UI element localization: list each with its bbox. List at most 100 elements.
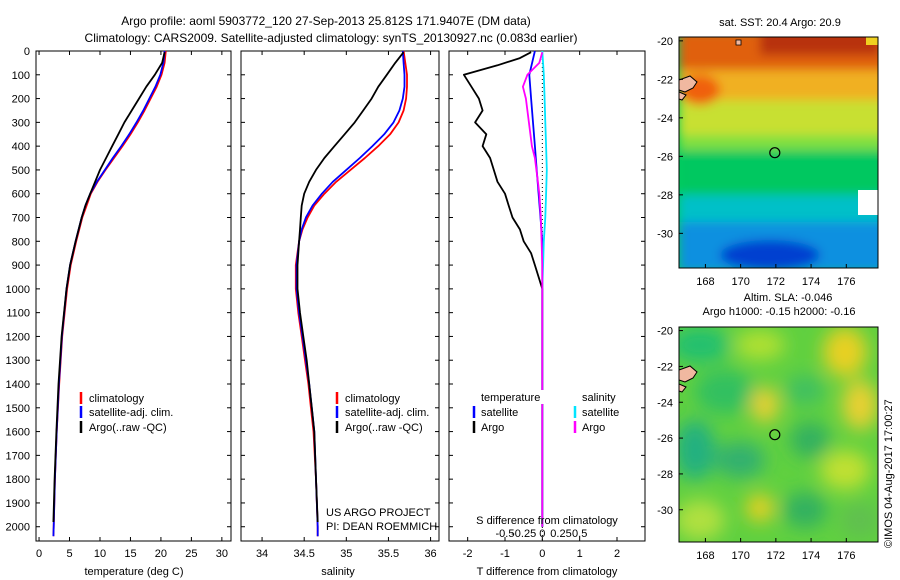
depth-tick-label: 100 xyxy=(12,70,30,82)
x-tick-label: 34 xyxy=(256,548,268,560)
x-tick-label: 20 xyxy=(155,548,167,560)
x-tick-label: 30 xyxy=(216,548,228,560)
salinity-difference-label: S difference from climatology xyxy=(476,515,618,527)
difference-panel: -2 -1 0 1 2 -0.5-0.25 0 0.25 0.5 S difference f… xyxy=(448,50,646,578)
salinity-difference-axis: -0.5-0.25 0 0.25 0.5 xyxy=(496,528,588,540)
sla-map-frame xyxy=(678,326,879,543)
x-tick-label: 36 xyxy=(424,548,436,560)
depth-tick-label: 300 xyxy=(12,117,30,129)
map-lon-label: 168 xyxy=(696,550,714,562)
map-lat-label: -20 xyxy=(657,326,673,338)
legend-temperature-title: temperature xyxy=(481,392,540,404)
sst-map-frame xyxy=(678,36,879,269)
salinity-tick-label: -0.25 xyxy=(511,528,536,540)
sla-map-title-line1: Altim. SLA: -0.046 xyxy=(744,292,833,304)
float-position-marker xyxy=(769,147,781,159)
pi-annotation: PI: DEAN ROEMMICH xyxy=(326,521,437,533)
temperature-plot-area xyxy=(35,50,232,542)
salinity-x-axis: 34 34.5 35 35.5 36 xyxy=(256,51,437,560)
salinity-tick-label: 0 xyxy=(539,528,545,540)
map-lon-label: 174 xyxy=(802,276,820,288)
depth-tick-label: 800 xyxy=(12,236,30,248)
difference-depth-ticks xyxy=(449,50,645,528)
legend-temp-satellite-label: satellite xyxy=(481,407,518,419)
sst-map-panel: sat. SST: 20.4 Argo: 20.9 168 170 17 xyxy=(657,17,879,288)
depth-tick-label: 2000 xyxy=(6,522,30,534)
header-title-line1: Argo profile: aoml 5903772_120 27-Sep-20… xyxy=(121,14,531,28)
depth-tick-label: 600 xyxy=(12,189,30,201)
legend-argo-label: Argo(..raw -QC) xyxy=(345,422,423,434)
salinity-xlabel: salinity xyxy=(321,566,355,578)
temperature-series xyxy=(52,50,167,537)
sla-map-axes: 168 170 172 174 176 -20 -22 -24 -26 -28 -30 xyxy=(657,326,855,562)
sst-field xyxy=(679,37,878,268)
salinity-series xyxy=(294,50,408,537)
legend-satellite-label: satellite-adj. clim. xyxy=(345,407,429,419)
temperature-difference-label: T difference from climatology xyxy=(477,566,618,578)
island-outline xyxy=(735,39,742,46)
map-lon-label: 170 xyxy=(731,276,749,288)
x-tick-label: 35 xyxy=(340,548,352,560)
depth-tick-label: 200 xyxy=(12,94,30,106)
float-position-marker xyxy=(769,429,781,441)
legend-satellite-label: satellite-adj. clim. xyxy=(89,407,173,419)
x-tick-label: 34.5 xyxy=(293,548,314,560)
x-tick-label: 2 xyxy=(614,548,620,560)
x-tick-label: -2 xyxy=(463,548,473,560)
map-lat-label: -22 xyxy=(657,361,673,373)
temperature-x-axis: 0 5 10 15 20 25 30 xyxy=(36,51,228,560)
island-outline xyxy=(679,75,698,93)
map-lon-label: 176 xyxy=(837,550,855,562)
salinity-legend: climatology satellite-adj. clim. Argo(..… xyxy=(335,392,429,434)
sst-patch xyxy=(866,37,878,45)
sla-blobs xyxy=(679,327,878,540)
salinity-depth-ticks xyxy=(241,50,439,528)
map-lon-label: 170 xyxy=(731,550,749,562)
depth-tick-label: 1200 xyxy=(6,331,30,343)
difference-series xyxy=(462,50,548,541)
map-lat-label: -26 xyxy=(657,151,673,163)
x-tick-label: -1 xyxy=(500,548,510,560)
map-lat-label: -20 xyxy=(657,36,673,48)
island-outline xyxy=(679,365,698,383)
depth-tick-label: 1800 xyxy=(6,474,30,486)
depth-tick-label: 900 xyxy=(12,260,30,272)
x-tick-label: 15 xyxy=(124,548,136,560)
project-annotation: US ARGO PROJECT xyxy=(326,507,431,519)
sst-map-title: sat. SST: 20.4 Argo: 20.9 xyxy=(719,17,841,29)
sst-map-axes: 168 170 172 174 176 -20 -22 -24 -26 -28 -30 xyxy=(657,36,855,288)
map-lon-label: 168 xyxy=(696,276,714,288)
depth-tick-label: 1900 xyxy=(6,498,30,510)
sla-map-title-line2: Argo h1000: -0.15 h2000: -0.16 xyxy=(703,306,856,318)
temperature-panel: 0100200300400500600700800900100011001200… xyxy=(6,46,232,578)
difference-legend: temperature satellite Argo salinity sate… xyxy=(472,390,619,434)
map-lat-label: -22 xyxy=(657,74,673,86)
depth-tick-label: 1300 xyxy=(6,355,30,367)
island-outline xyxy=(679,383,687,393)
salinity-tick-label: 0.25 xyxy=(550,528,571,540)
legend-temp-argo-label: Argo xyxy=(481,422,504,434)
salinity-tick-label: -0.5 xyxy=(496,528,515,540)
series-line-argo-raw-qc- xyxy=(52,51,166,523)
depth-tick-label: 1100 xyxy=(6,308,30,320)
depth-tick-label: 700 xyxy=(12,213,30,225)
salinity-tick-label: 0.5 xyxy=(572,528,587,540)
map-lat-label: -28 xyxy=(657,469,673,481)
difference-plot-area xyxy=(448,50,646,542)
header-title-line2: Climatology: CARS2009. Satellite-adjuste… xyxy=(85,31,578,45)
sla-map-panel: Altim. SLA: -0.046 Argo h1000: -0.15 h20… xyxy=(657,292,879,562)
depth-tick-label: 1000 xyxy=(6,284,30,296)
depth-tick-label: 400 xyxy=(12,141,30,153)
map-lat-label: -30 xyxy=(657,505,673,517)
map-lon-label: 172 xyxy=(767,550,785,562)
legend-climatology-label: climatology xyxy=(345,393,401,405)
depth-tick-label: 1400 xyxy=(6,379,30,391)
sst-gradient-blobs xyxy=(679,37,878,268)
legend-salinity-title: salinity xyxy=(582,392,616,404)
legend-sal-satellite-label: satellite xyxy=(582,407,619,419)
map-lon-label: 176 xyxy=(837,276,855,288)
depth-tick-label: 1700 xyxy=(6,450,30,462)
x-tick-label: 0 xyxy=(539,548,545,560)
island-outline xyxy=(679,91,687,101)
